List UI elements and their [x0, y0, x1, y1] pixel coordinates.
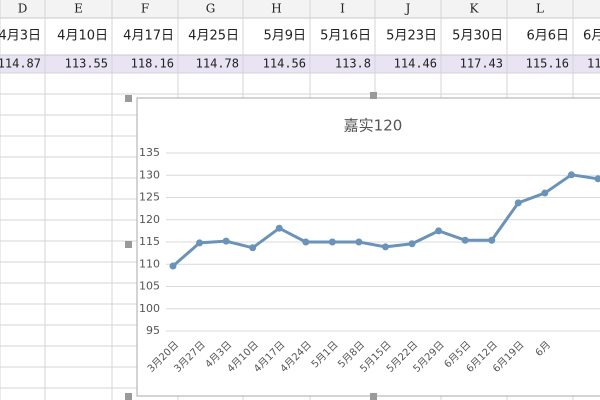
date-cell: 5月30日 — [452, 29, 503, 44]
column-letter: I — [340, 2, 345, 16]
value-cell: 114.78 — [196, 57, 239, 71]
y-tick-label: 135 — [139, 146, 160, 159]
date-cell: 4月10日 — [57, 29, 108, 44]
column-letter: H — [271, 2, 281, 16]
value-row-bg — [0, 55, 600, 73]
value-cell: 114.56 — [263, 57, 306, 71]
chart-handles — [125, 92, 377, 400]
handle[interactable] — [370, 92, 377, 99]
column-header-bar — [0, 0, 600, 18]
chart-title: 嘉实120 — [344, 117, 403, 135]
y-tick-label: 105 — [139, 280, 160, 293]
date-cell: 6月 — [583, 29, 600, 44]
value-cell: 113.8 — [335, 57, 371, 71]
y-tick-label: 130 — [139, 168, 160, 181]
y-tick-label: 120 — [139, 213, 160, 226]
column-letter: D — [18, 2, 28, 16]
handle[interactable] — [370, 393, 377, 400]
plot — [166, 152, 600, 332]
date-cell: 4月17日 — [123, 29, 174, 44]
point — [541, 189, 549, 197]
handle[interactable] — [125, 95, 132, 102]
date-cell: 5月23日 — [386, 29, 437, 44]
point — [169, 262, 177, 270]
point — [302, 238, 310, 246]
date-cell: 6月6日 — [526, 29, 569, 44]
point — [196, 239, 204, 247]
point — [435, 227, 443, 235]
column-letter: K — [470, 2, 480, 16]
value-cell: 11 — [587, 57, 600, 71]
point — [567, 171, 575, 179]
handle[interactable] — [125, 241, 132, 248]
column-letter: F — [141, 2, 149, 16]
date-cell: 5月16日 — [320, 29, 371, 44]
point — [594, 175, 600, 183]
point — [488, 236, 496, 244]
handle[interactable] — [125, 393, 132, 400]
chart-frame — [136, 97, 600, 397]
date-cell: 4月3日 — [0, 29, 41, 44]
point — [275, 224, 283, 232]
column-letter: E — [74, 2, 83, 16]
date-cell: 5月9日 — [263, 29, 306, 44]
date-cell: 4月25日 — [188, 29, 239, 44]
y-tick-label: 125 — [139, 191, 160, 204]
column-letter: J — [404, 2, 411, 16]
chart: 嘉实120 951001051101151201251301353月20日3月2… — [136, 97, 600, 397]
y-tick-label: 110 — [139, 257, 160, 270]
value-cell: 118.16 — [131, 57, 174, 71]
value-cell: 114.46 — [394, 57, 437, 71]
y-tick-label: 95 — [146, 324, 160, 337]
column-letter: L — [536, 2, 544, 16]
point — [381, 243, 389, 251]
point — [222, 237, 230, 245]
point — [249, 244, 257, 252]
value-cell: 115.16 — [526, 57, 569, 71]
column-letter: G — [206, 2, 216, 16]
y-tick-label: 115 — [139, 235, 160, 248]
point — [355, 238, 363, 246]
value-cell: 117.43 — [460, 57, 503, 71]
value-cell: 113.55 — [65, 57, 108, 71]
point — [408, 240, 416, 248]
point — [514, 199, 522, 207]
value-cell: 114.87 — [0, 57, 41, 71]
y-tick-label: 100 — [139, 302, 160, 315]
point — [328, 238, 336, 246]
point — [461, 236, 469, 244]
